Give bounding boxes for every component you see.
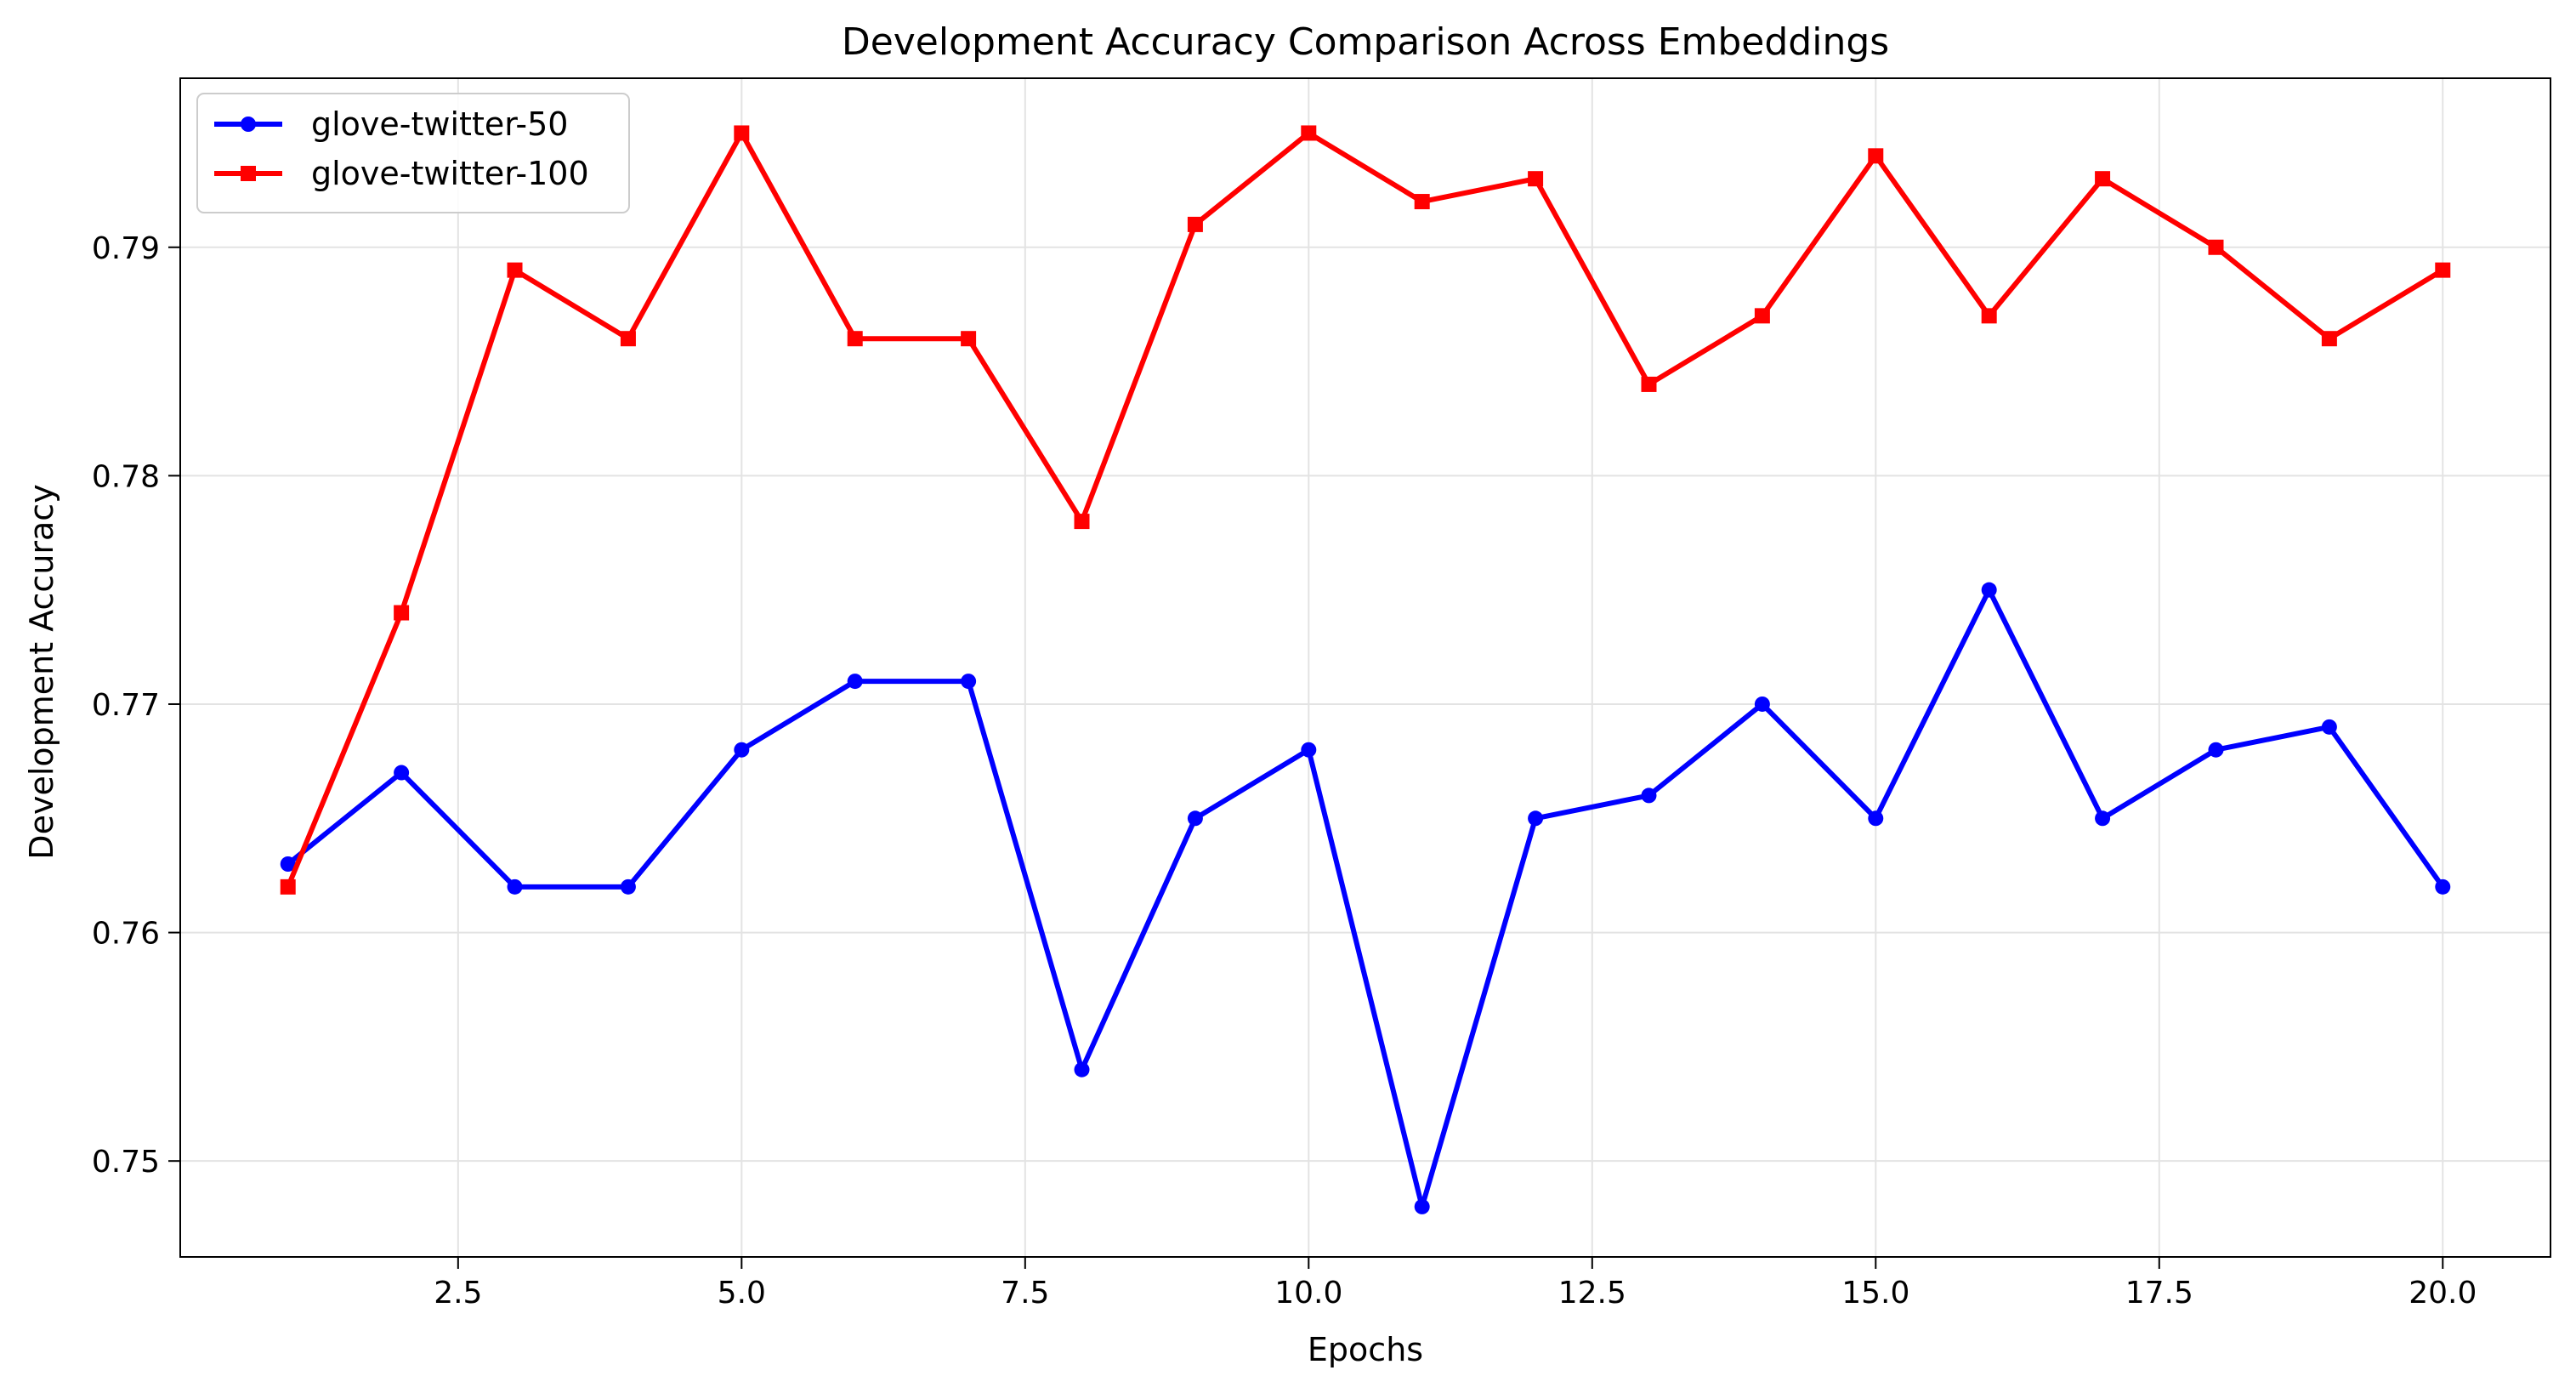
data-point [1074, 1061, 1090, 1077]
data-point [1981, 308, 1997, 324]
data-point [620, 878, 636, 895]
data-point [1641, 787, 1657, 804]
data-point [961, 331, 977, 347]
data-point [620, 331, 636, 347]
data-point [2095, 810, 2111, 827]
data-point [1754, 308, 1770, 324]
series-line [285, 130, 2444, 889]
data-point [1528, 810, 1544, 827]
data-point [1754, 696, 1770, 712]
data-point [2095, 171, 2111, 187]
data-point [507, 262, 523, 278]
data-point [847, 674, 863, 690]
series-layer [280, 125, 2451, 1214]
data-point [1074, 514, 1090, 530]
legend: glove-twitter-50 glove-twitter-100 [196, 93, 630, 213]
axis-ticks: 2.5 5.0 7.5 10.0 12.5 15.0 17.5 20.0 0.75 0.76 0.7… [92, 231, 2477, 1311]
x-tick-label: 17.5 [2125, 1276, 2193, 1311]
data-point [1868, 810, 1884, 827]
data-point [1414, 194, 1430, 210]
data-point [2208, 239, 2224, 255]
y-tick-label: 0.77 [92, 688, 160, 723]
x-tick-label: 7.5 [1001, 1276, 1049, 1311]
data-point [280, 856, 296, 872]
data-point [2321, 719, 2337, 735]
y-axis-label: Development Accuracy [23, 484, 60, 859]
data-point [1187, 216, 1203, 232]
legend-marker [241, 166, 256, 181]
x-tick-label: 20.0 [2409, 1276, 2477, 1311]
series-glove-twitter-100 [280, 125, 2451, 895]
data-point [847, 331, 863, 347]
y-tick-label: 0.79 [92, 231, 160, 266]
data-point [1301, 742, 1317, 758]
data-point [2435, 262, 2451, 278]
series-line [286, 587, 2445, 1209]
legend-label: glove-twitter-50 [311, 105, 568, 143]
legend-label: glove-twitter-100 [311, 155, 589, 192]
grid [180, 78, 2550, 1257]
x-tick-label: 15.0 [1841, 1276, 1909, 1311]
data-point [1641, 376, 1657, 392]
data-point [1868, 148, 1884, 164]
x-tick-label: 2.5 [434, 1276, 482, 1311]
data-point [2208, 742, 2224, 758]
chart-title: Development Accuracy Comparison Across E… [842, 20, 1889, 64]
y-tick-label: 0.76 [92, 917, 160, 952]
data-point [394, 765, 410, 781]
data-point [734, 742, 750, 758]
data-point [280, 878, 296, 895]
data-point [961, 674, 977, 690]
data-point [394, 605, 410, 621]
data-point [2435, 878, 2451, 895]
legend-marker [241, 117, 256, 132]
legend-entry: glove-twitter-100 [214, 155, 589, 192]
legend-box [196, 93, 630, 213]
legend-entry: glove-twitter-50 [214, 105, 568, 143]
x-tick-label: 5.0 [718, 1276, 766, 1311]
data-point [1187, 810, 1203, 827]
series-glove-twitter-50 [280, 582, 2451, 1214]
y-tick-label: 0.75 [92, 1145, 160, 1180]
y-tick-label: 0.78 [92, 459, 160, 494]
x-axis-label: Epochs [1308, 1331, 1423, 1368]
data-point [507, 878, 523, 895]
x-tick-label: 10.0 [1274, 1276, 1342, 1311]
plot-frame [179, 77, 2551, 1258]
data-point [1981, 582, 1997, 598]
data-point [1528, 171, 1544, 187]
data-point [734, 125, 750, 141]
x-tick-label: 12.5 [1558, 1276, 1626, 1311]
data-point [1414, 1198, 1430, 1214]
data-point [2321, 331, 2337, 347]
data-point [1301, 125, 1317, 141]
